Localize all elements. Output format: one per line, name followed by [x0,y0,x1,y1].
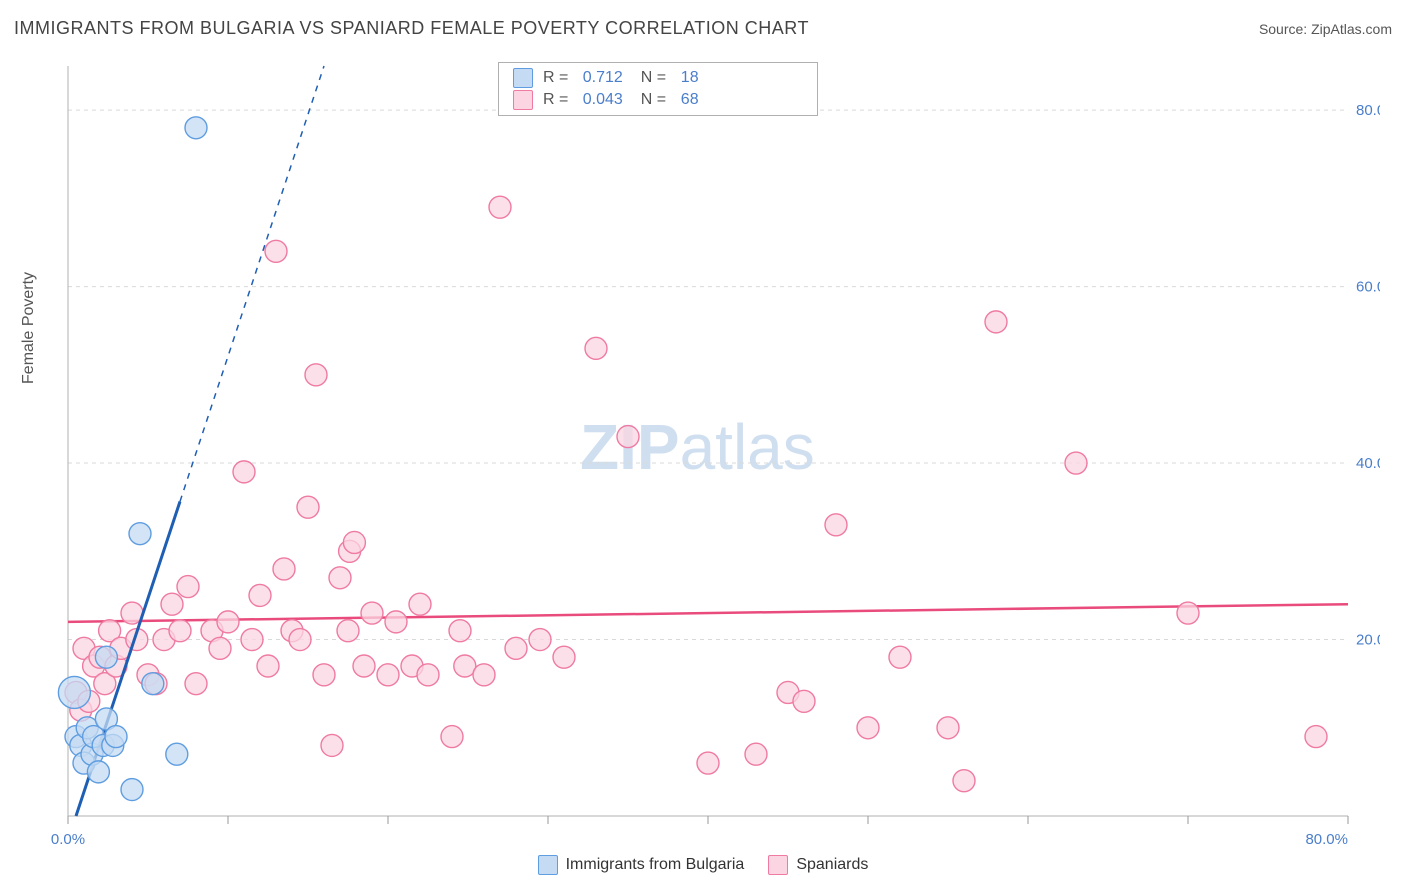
chart-source: Source: ZipAtlas.com [1259,21,1392,37]
corr-swatch [513,68,533,88]
corr-r-label: R = [543,91,573,109]
legend-item: Immigrants from Bulgaria [538,855,745,875]
corr-n-label: N = [641,91,671,109]
corr-n-value: 18 [673,69,699,87]
legend-swatch [768,855,788,875]
corr-r-value: 0.712 [575,69,623,87]
corr-n-label: N = [641,69,671,87]
legend-item: Spaniards [768,855,868,875]
series-legend: Immigrants from Bulgaria Spaniards [0,855,1406,880]
svg-text:40.0%: 40.0% [1356,455,1380,472]
corr-r-label: R = [543,69,573,87]
legend-label: Spaniards [796,856,868,874]
chart-header: IMMIGRANTS FROM BULGARIA VS SPANIARD FEM… [14,18,1392,39]
y-axis-label: Female Poverty [20,272,38,384]
correlation-legend: R = 0.712 N = 18 R = 0.043 N = 68 [498,62,818,116]
svg-text:0.0%: 0.0% [51,831,85,846]
svg-text:80.0%: 80.0% [1305,831,1348,846]
correlation-row: R = 0.043 N = 68 [499,89,817,111]
legend-swatch [538,855,558,875]
svg-text:60.0%: 60.0% [1356,279,1380,296]
source-link[interactable]: ZipAtlas.com [1311,21,1392,37]
correlation-row: R = 0.712 N = 18 [499,67,817,89]
svg-text:20.0%: 20.0% [1356,632,1380,649]
corr-n-value: 68 [673,91,699,109]
chart-title: IMMIGRANTS FROM BULGARIA VS SPANIARD FEM… [14,18,809,39]
corr-r-value: 0.043 [575,91,623,109]
svg-text:80.0%: 80.0% [1356,102,1380,119]
corr-swatch [513,90,533,110]
source-prefix: Source: [1259,21,1311,37]
legend-label: Immigrants from Bulgaria [566,856,745,874]
scatter-plot: 20.0% 40.0% 60.0% 80.0% 0.0% 80.0% [48,56,1380,846]
